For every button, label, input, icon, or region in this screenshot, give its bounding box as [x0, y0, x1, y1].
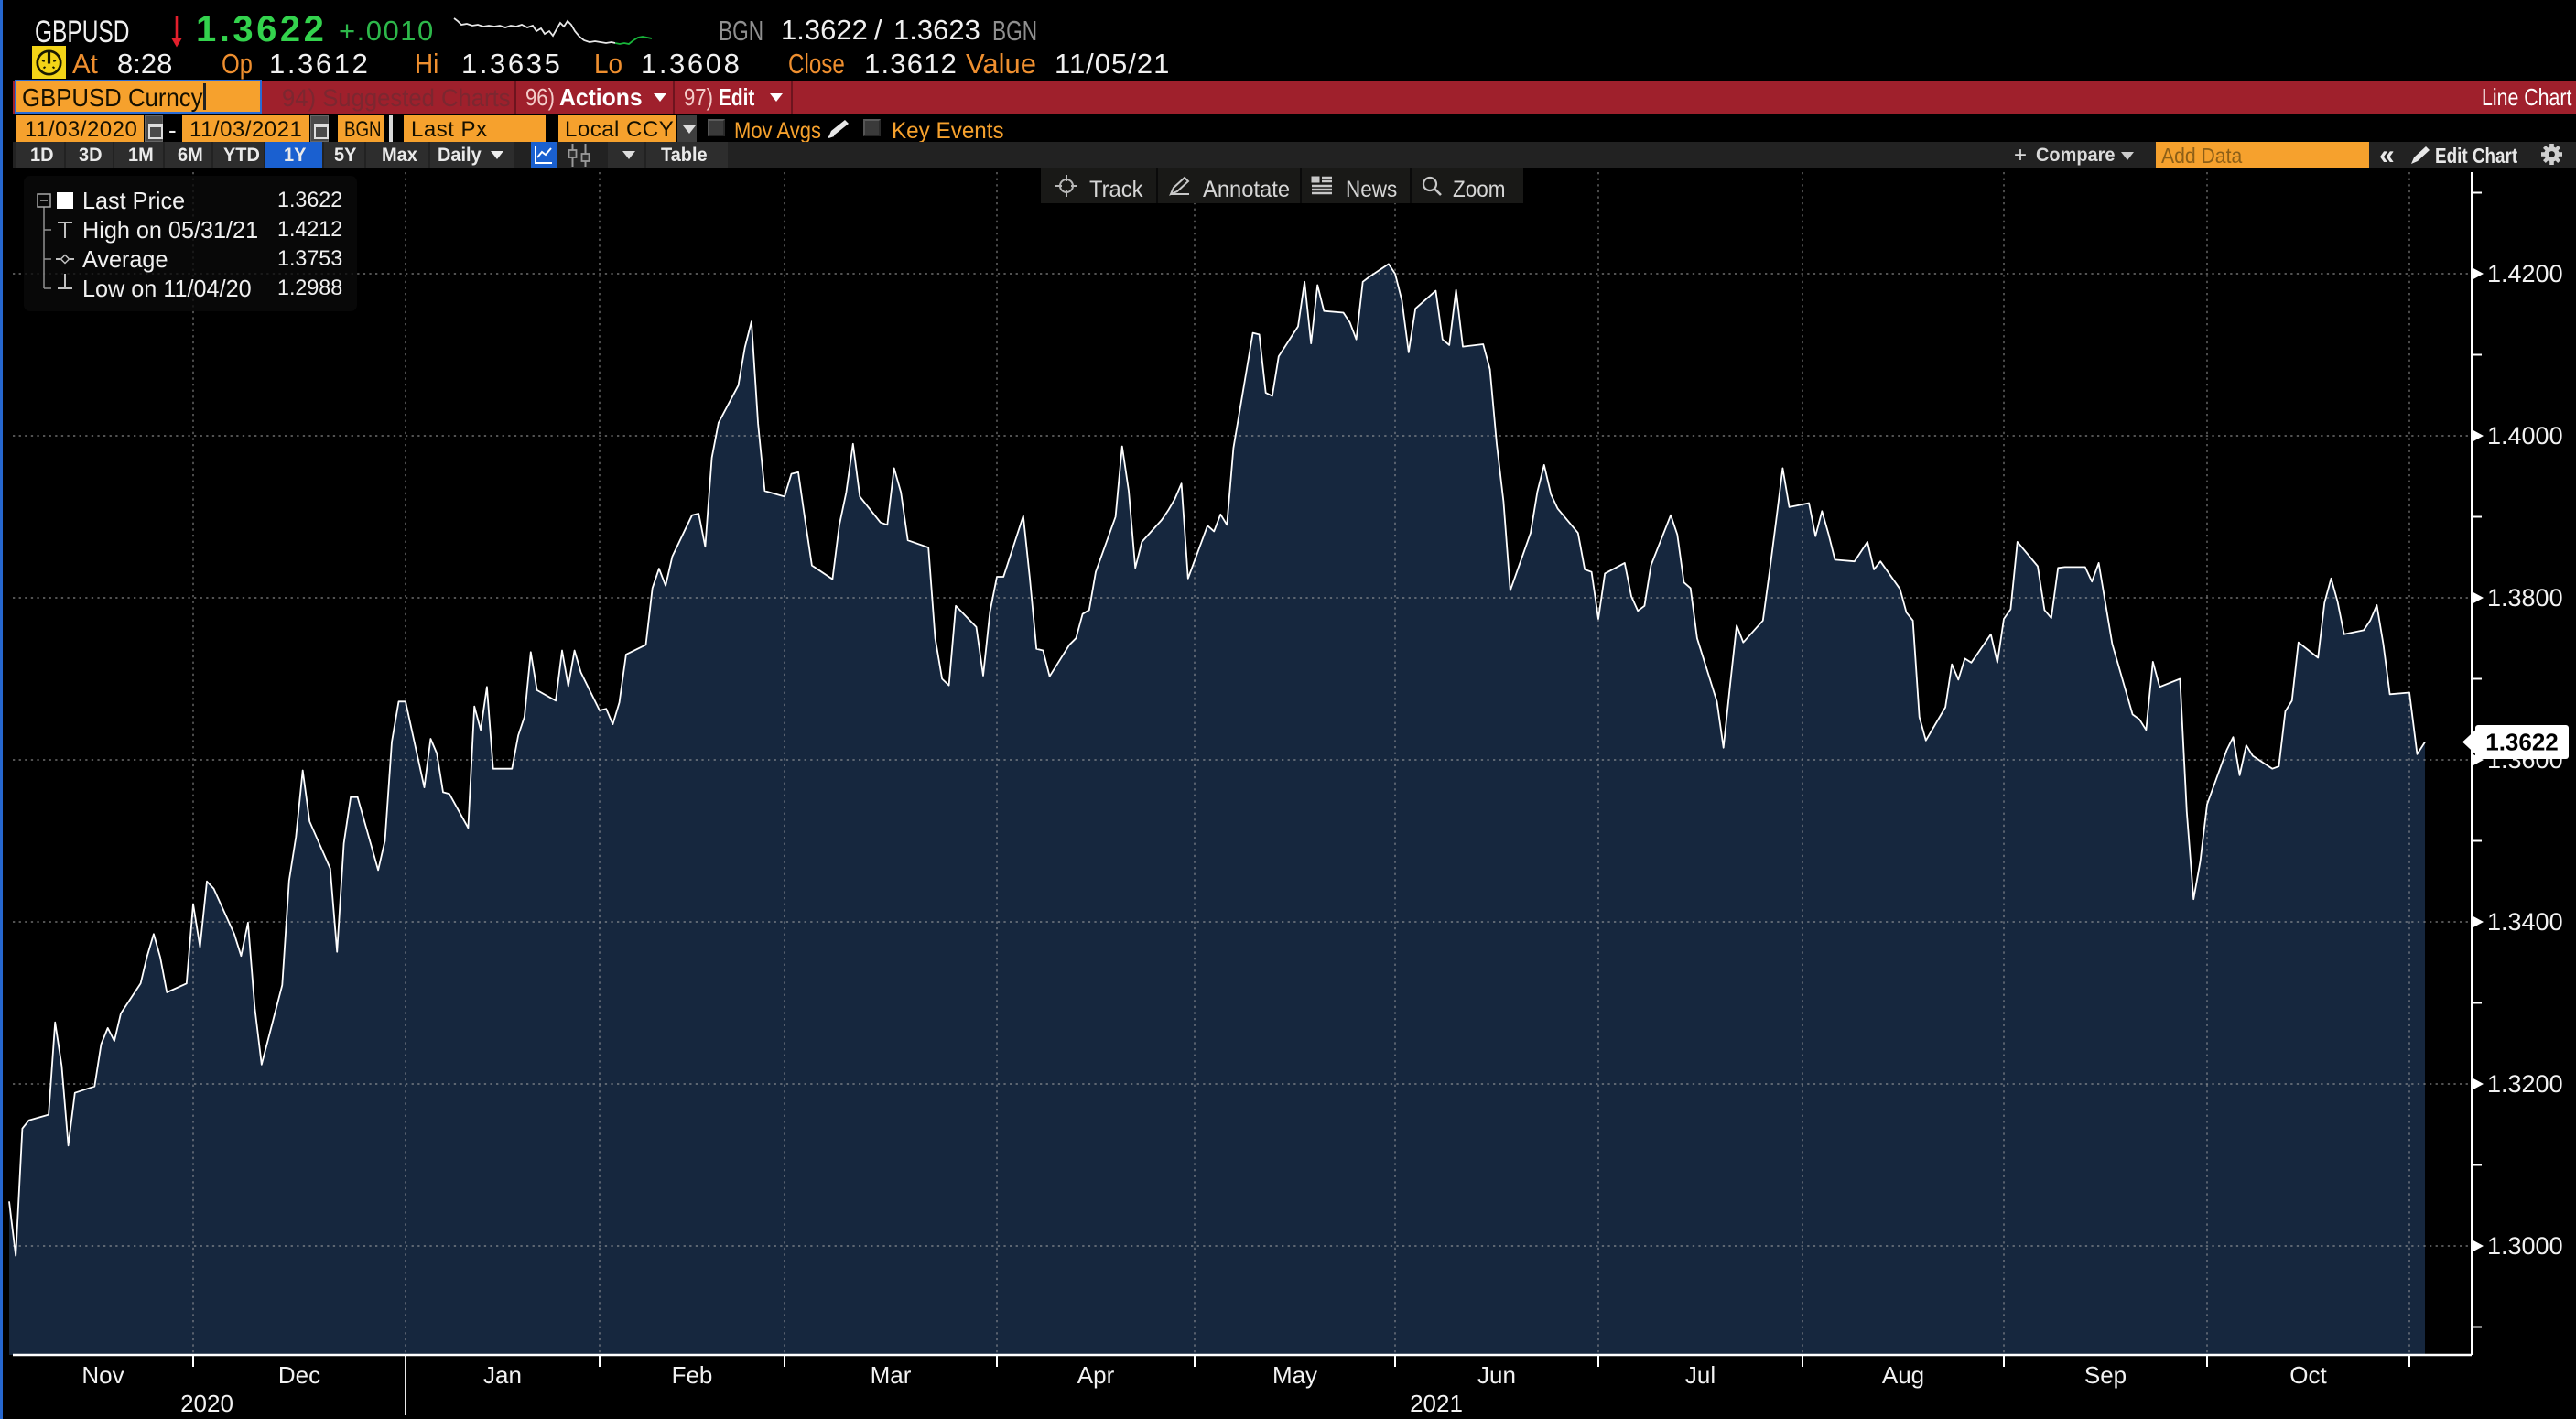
svg-text:Dec: Dec: [278, 1361, 320, 1389]
svg-text:1.3622: 1.3622: [2485, 729, 2559, 756]
svg-text:1.3400: 1.3400: [2487, 908, 2563, 936]
svg-text:Sep: Sep: [2084, 1361, 2127, 1389]
svg-text:2021: 2021: [1410, 1390, 1463, 1417]
svg-text:Jun: Jun: [1477, 1361, 1516, 1389]
svg-text:1.4000: 1.4000: [2487, 422, 2563, 450]
svg-text:Nov: Nov: [81, 1361, 124, 1389]
svg-text:Apr: Apr: [1077, 1361, 1115, 1389]
svg-text:1.4200: 1.4200: [2487, 260, 2563, 287]
svg-text:Feb: Feb: [672, 1361, 713, 1389]
svg-text:Jul: Jul: [1685, 1361, 1716, 1389]
svg-text:Jan: Jan: [483, 1361, 522, 1389]
svg-text:May: May: [1272, 1361, 1317, 1389]
svg-text:Aug: Aug: [1882, 1361, 1924, 1389]
svg-text:1.3800: 1.3800: [2487, 584, 2563, 612]
svg-text:2020: 2020: [180, 1390, 233, 1417]
svg-text:Oct: Oct: [2289, 1361, 2327, 1389]
svg-text:1.3000: 1.3000: [2487, 1232, 2563, 1260]
svg-text:Mar: Mar: [871, 1361, 912, 1389]
svg-text:1.3200: 1.3200: [2487, 1070, 2563, 1098]
